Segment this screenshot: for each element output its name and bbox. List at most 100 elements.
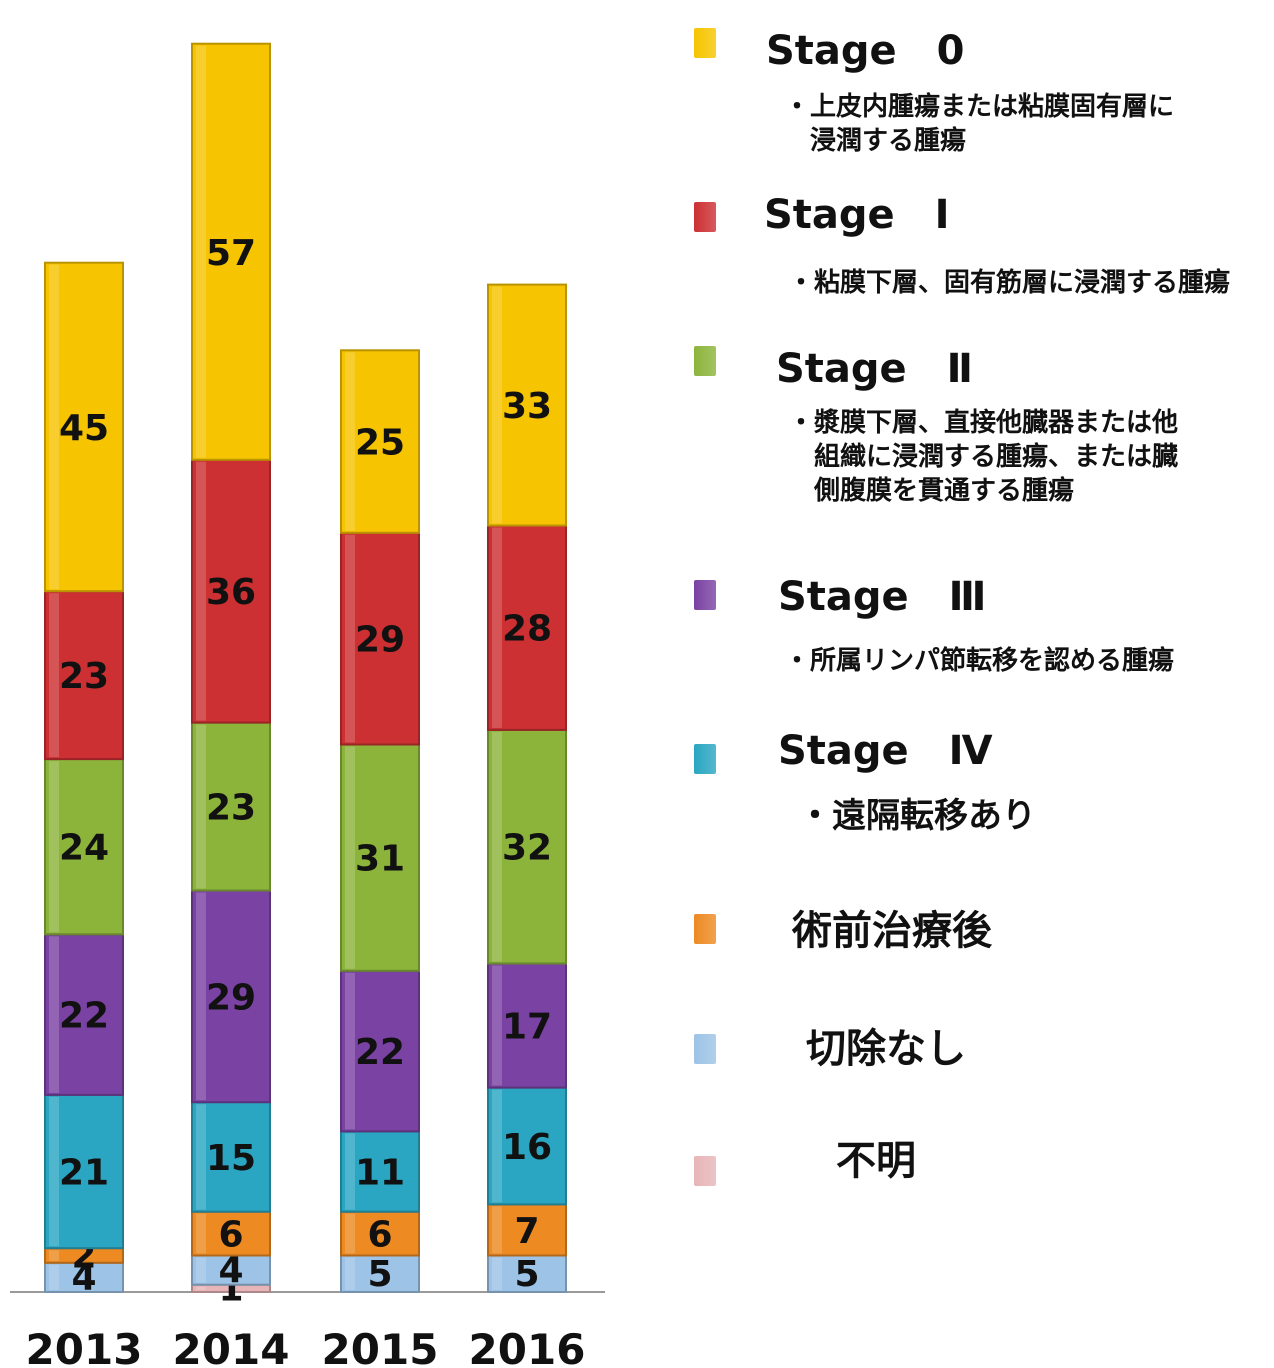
data-label-2015-7: 25 [355,423,405,464]
legend-swatch-stage4 [694,744,716,774]
bar-highlight [492,286,502,524]
data-label-2013-3: 21 [59,1153,109,1194]
bar-segment-2014-2 [191,1210,271,1257]
bar-highlight [196,724,206,889]
x-tick-label-2015: 2015 [322,1325,439,1368]
bar-segment-2015-3 [340,1130,420,1213]
bar-highlight [345,1257,355,1290]
bar-highlight [492,965,502,1086]
data-label-2014-5: 23 [206,788,256,829]
data-label-2016-3: 16 [502,1127,552,1168]
bar-highlight [492,1089,502,1203]
stacked-bar-chart: 4221222423451461529233657561122312925571… [10,42,605,1368]
bar-segment-2015-6 [340,531,420,746]
bar-segment-2014-7 [191,42,271,461]
bar-segment-2013-3 [44,1093,124,1250]
legend-label-stage1: Stage Ⅰ [764,192,950,238]
legend-desc-stage2: ・漿膜下層、直接他臓器または他 組織に浸潤する腫瘍、または臓 側腹膜を貫通する腫… [788,408,1179,506]
legend-label-unknown: 不明 [836,1138,916,1184]
data-label-2016-1: 5 [514,1254,539,1295]
bar-highlight [345,972,355,1130]
bar-highlight [492,731,502,962]
legend-swatch-stage0 [694,28,716,58]
data-label-2015-3: 11 [355,1153,405,1194]
bars-group: 4221222423451461529233657561122312925571… [44,42,567,1309]
bar-highlight [49,1096,59,1247]
legend: Stage 0 ・上皮内腫瘍または粘膜固有層に 浸潤する腫瘍 Stage Ⅰ ・… [680,0,1274,1368]
bar-segment-2013-6 [44,590,124,761]
data-label-2013-7: 45 [59,408,109,449]
legend-label-stage4: Stage Ⅳ [778,728,993,774]
bar-highlight [196,461,206,721]
legend-desc-stage1: ・粘膜下層、固有筋層に浸潤する腫瘍 [788,268,1231,298]
bar-highlight [196,45,206,458]
bar-segment-2015-7 [340,349,420,534]
data-label-2013-6: 23 [59,656,109,697]
data-label-2014-6: 36 [206,572,256,613]
bar-highlight [345,1133,355,1210]
data-label-2015-6: 29 [355,620,405,661]
data-label-2014-7: 57 [206,233,256,274]
legend-label-stage0: Stage 0 [766,28,965,74]
x-tick-label-2014: 2014 [173,1325,290,1368]
legend-label-preop: 術前治療後 [792,908,992,954]
data-label-2013-1: 4 [71,1257,96,1298]
data-label-2016-7: 33 [502,386,552,427]
x-tick-labels: 2013 2014 2015 2016 [26,1325,586,1368]
bar-highlight [196,1257,206,1283]
bar-segment-2016-6 [487,524,567,731]
bar-segment-2016-3 [487,1086,567,1206]
bar-highlight [49,761,59,933]
data-label-2016-6: 28 [502,609,552,650]
bar-highlight [49,936,59,1093]
legend-label-noresect: 切除なし [806,1026,966,1072]
legend-swatch-noresect [694,1034,716,1064]
x-tick-label-2013: 2013 [26,1325,143,1368]
bar-highlight [196,892,206,1101]
bar-segment-2016-4 [487,962,567,1089]
legend-swatch-stage1 [694,202,716,232]
bar-highlight [345,1213,355,1254]
bar-highlight [345,352,355,531]
bar-highlight [492,527,502,728]
data-label-2013-4: 22 [59,996,109,1037]
data-label-2014-3: 15 [206,1138,256,1179]
legend-desc-stage0: ・上皮内腫瘍または粘膜固有層に 浸潤する腫瘍 [784,92,1175,156]
bar-highlight [49,1250,59,1261]
bar-segment-2013-5 [44,758,124,936]
x-tick-label-2016: 2016 [469,1325,586,1368]
bar-segment-2015-2 [340,1210,420,1257]
bar-highlight [492,1257,502,1290]
data-label-2016-2: 7 [514,1211,539,1252]
bar-highlight [492,1206,502,1254]
data-label-2015-4: 22 [355,1032,405,1073]
legend-swatch-stage3 [694,580,716,610]
legend-swatch-preop [694,914,716,944]
bar-segment-2014-4 [191,889,271,1104]
data-label-2014-1: 4 [218,1250,243,1291]
data-label-2014-4: 29 [206,977,256,1018]
data-label-2015-5: 31 [355,839,405,880]
bar-highlight [345,746,355,969]
bar-highlight [345,534,355,743]
bar-segment-2013-7 [44,261,124,593]
bar-highlight [49,593,59,758]
bar-segment-2014-6 [191,458,271,724]
legend-swatch-stage2 [694,346,716,376]
bar-highlight [49,264,59,590]
bar-segment-2016-2 [487,1203,567,1257]
legend-label-stage3: Stage Ⅲ [778,574,987,620]
data-label-2015-1: 5 [367,1254,392,1295]
legend-swatch-unknown [694,1156,716,1186]
legend-desc-stage4: ・遠隔転移あり [798,796,1036,836]
bar-segment-2013-4 [44,933,124,1096]
data-label-2013-5: 24 [59,828,109,869]
data-label-2016-5: 32 [502,828,552,869]
bar-highlight [49,1264,59,1290]
data-label-2016-4: 17 [502,1007,552,1048]
bar-segment-2013-1 [44,1261,124,1294]
legend-desc-stage3: ・所属リンパ節転移を認める腫瘍 [784,646,1175,676]
bar-highlight [196,1286,206,1290]
bar-segment-2016-7 [487,283,567,527]
bar-segment-2015-4 [340,969,420,1133]
